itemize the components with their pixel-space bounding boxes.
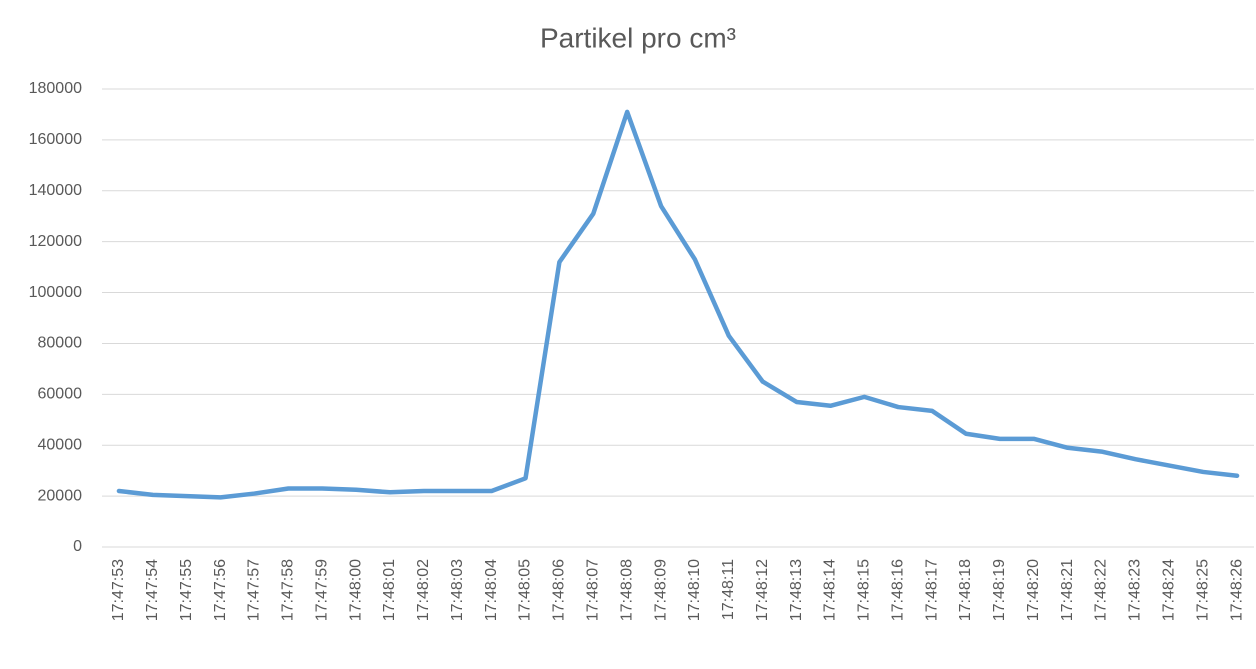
x-tick-label: 17:48:07	[585, 559, 602, 621]
x-tick-label: 17:48:09	[652, 559, 669, 621]
x-tick-label: 17:48:06	[551, 559, 568, 621]
y-tick-label: 180000	[29, 80, 82, 97]
x-tick-label: 17:48:03	[449, 559, 466, 621]
y-tick-label: 140000	[29, 182, 82, 199]
x-tick-label: 17:48:14	[822, 559, 839, 621]
x-tick-label: 17:47:58	[280, 559, 297, 621]
x-tick-label: 17:47:57	[246, 559, 263, 621]
y-tick-label: 100000	[29, 284, 82, 301]
chart-title: Partikel pro cm³	[540, 22, 736, 53]
y-tick-label: 20000	[38, 487, 83, 504]
x-tick-label: 17:48:26	[1228, 559, 1245, 621]
x-tick-label: 17:48:21	[1059, 559, 1076, 621]
x-tick-label: 17:48:22	[1093, 559, 1110, 621]
x-tick-label: 17:48:17	[923, 559, 940, 621]
x-tick-label: 17:48:19	[991, 559, 1008, 621]
x-tick-label: 17:48:20	[1025, 559, 1042, 621]
x-tick-label: 17:48:11	[720, 559, 737, 620]
x-tick-label: 17:48:08	[618, 559, 635, 621]
x-tick-label: 17:48:23	[1127, 559, 1144, 621]
y-tick-label: 60000	[38, 386, 83, 403]
x-tick-label: 17:48:15	[856, 559, 873, 621]
y-tick-label: 80000	[38, 335, 83, 352]
x-tick-label: 17:48:12	[754, 559, 771, 621]
x-tick-label: 17:48:24	[1161, 559, 1178, 621]
x-tick-label: 17:47:54	[144, 559, 161, 621]
y-tick-label: 160000	[29, 131, 82, 148]
x-tick-label: 17:48:02	[415, 559, 432, 621]
x-tick-label: 17:47:59	[313, 559, 330, 621]
x-tick-label: 17:48:00	[347, 559, 364, 621]
x-tick-label: 17:48:25	[1194, 559, 1211, 621]
x-tick-label: 17:48:10	[686, 559, 703, 621]
y-tick-label: 40000	[38, 436, 83, 453]
x-tick-label: 17:48:16	[889, 559, 906, 621]
y-tick-label: 0	[73, 538, 82, 555]
x-tick-label: 17:47:56	[212, 559, 229, 621]
x-tick-label: 17:48:04	[483, 559, 500, 621]
x-tick-label: 17:48:01	[381, 559, 398, 621]
x-tick-label: 17:48:18	[957, 559, 974, 621]
x-tick-label: 17:48:13	[788, 559, 805, 621]
data-line	[116, 109, 1240, 500]
y-tick-label: 120000	[29, 233, 82, 250]
x-tick-label: 17:47:53	[110, 559, 127, 621]
x-tick-label: 17:48:05	[517, 559, 534, 621]
x-tick-label: 17:47:55	[178, 559, 195, 621]
